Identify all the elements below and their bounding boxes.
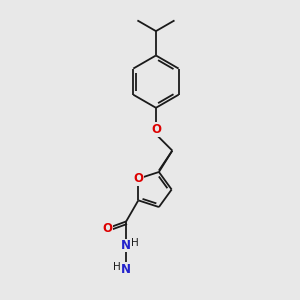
Text: H: H (131, 238, 139, 248)
Bar (120, 239, 139, 252)
Text: O: O (102, 222, 112, 235)
Text: O: O (133, 172, 143, 185)
Text: O: O (151, 123, 161, 136)
Text: H: H (113, 262, 121, 272)
Text: N: N (121, 239, 131, 252)
Text: N: N (121, 262, 131, 275)
Bar (120, 262, 133, 276)
